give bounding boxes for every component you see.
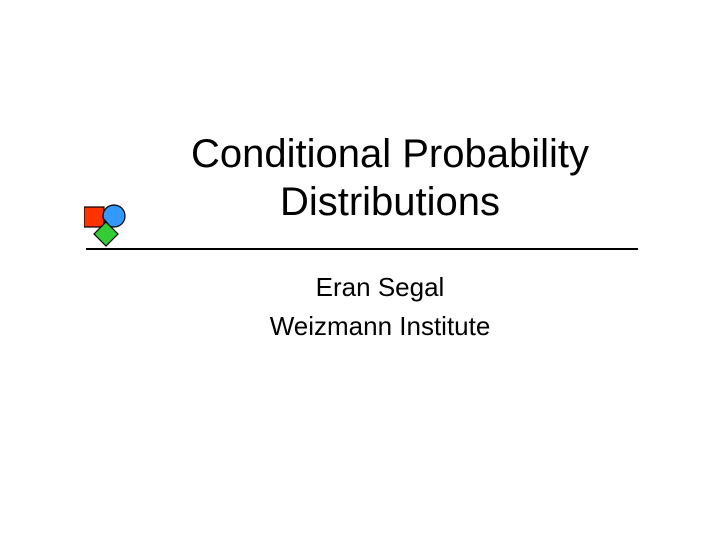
title-line-2: Distributions	[280, 180, 500, 224]
presenter-block: Eran Segal Weizmann Institute	[0, 268, 720, 346]
slide: Conditional Probability Distributions Er…	[0, 0, 720, 540]
red-square-icon	[84, 207, 104, 227]
bullet-graphic-icon	[84, 200, 140, 250]
author-area: Eran Segal Weizmann Institute	[0, 268, 720, 346]
presenter-name: Eran Segal	[316, 272, 445, 302]
horizontal-divider	[86, 248, 638, 250]
title-line-1: Conditional Probability	[191, 132, 589, 176]
presenter-institute: Weizmann Institute	[270, 311, 491, 341]
